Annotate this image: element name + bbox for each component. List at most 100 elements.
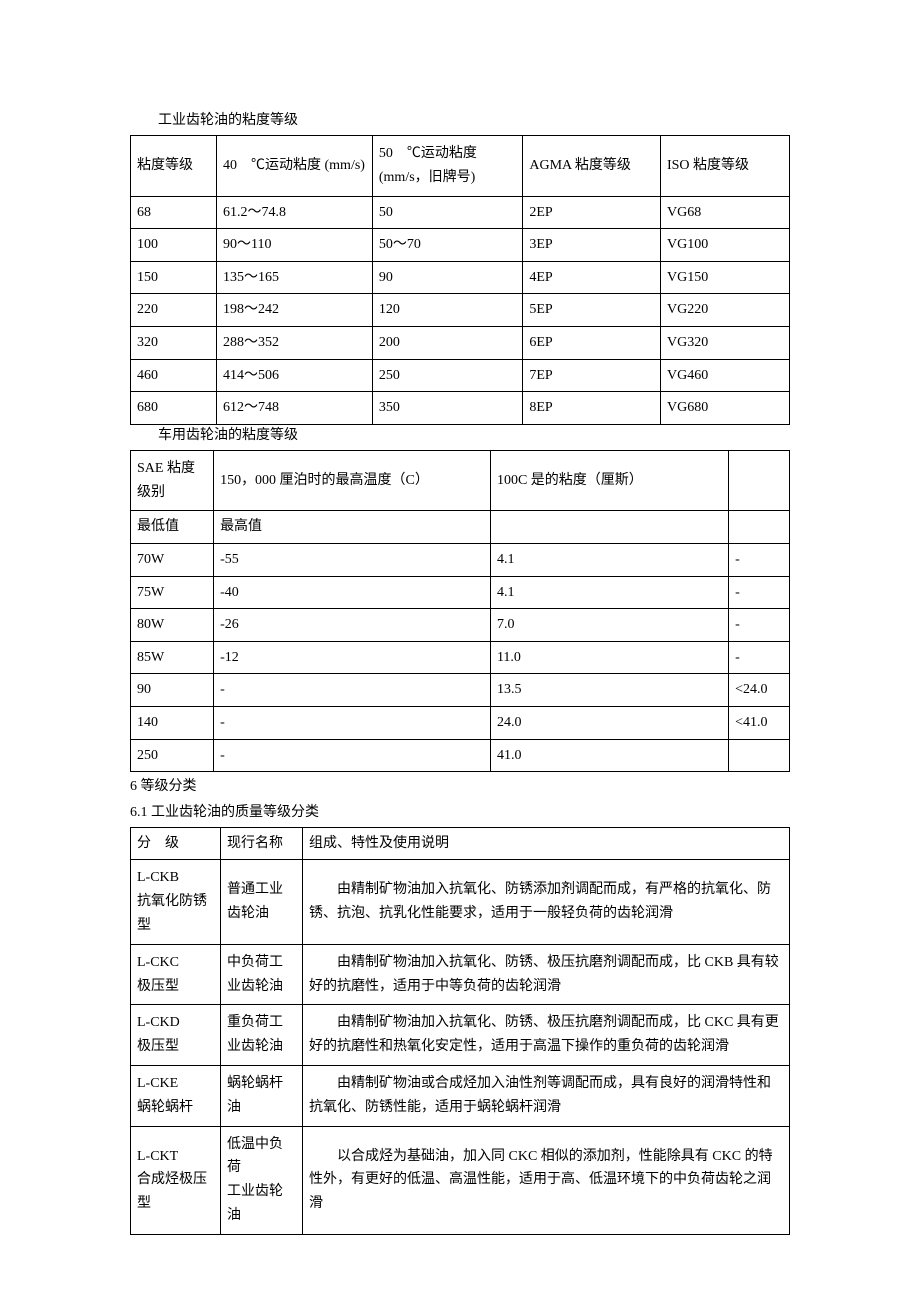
cell: 重负荷工业齿轮油	[221, 1005, 303, 1066]
cell: 140	[131, 706, 214, 739]
table-row: 140 - 24.0 <41.0	[131, 706, 790, 739]
cell: 最低值	[131, 511, 214, 544]
cell: 68	[131, 196, 217, 229]
table2: SAE 粘度级别 150，000 厘泊时的最高温度（C） 100C 是的粘度（厘…	[130, 450, 790, 772]
cell: 普通工业齿轮油	[221, 860, 303, 944]
cell: 414～506	[217, 359, 373, 392]
cell: 135～165	[217, 261, 373, 294]
table-row: 150 135～165 90 4EP VG150	[131, 261, 790, 294]
cell: 75W	[131, 576, 214, 609]
col-header: 50 ℃运动粘度 (mm/s，旧牌号)	[372, 136, 523, 197]
cell-text: 由精制矿物油加入抗氧化、防锈添加剂调配而成，有严格的抗氧化、防锈、抗泡、抗乳化性…	[309, 878, 783, 926]
cell: VG680	[660, 392, 789, 425]
cell: -	[729, 609, 790, 642]
table2-title: 车用齿轮油的粘度等级	[158, 425, 790, 446]
section6-sub-heading: 6.1 工业齿轮油的质量等级分类	[130, 802, 790, 824]
cell: 以合成烃为基础油，加入同 CKC 相似的添加剂，性能除具有 CKC 的特性外，有…	[303, 1126, 790, 1234]
cell-text: 由精制矿物油或合成烃加入油性剂等调配而成，具有良好的润滑特性和抗氧化、防锈性能，…	[309, 1072, 783, 1120]
cell: 由精制矿物油加入抗氧化、防锈、极压抗磨剂调配而成，比 CKC 具有更好的抗磨性和…	[303, 1005, 790, 1066]
cell: -	[729, 543, 790, 576]
cell: 由精制矿物油或合成烃加入油性剂等调配而成，具有良好的润滑特性和抗氧化、防锈性能，…	[303, 1066, 790, 1127]
table-row: L-CKD极压型 重负荷工业齿轮油 由精制矿物油加入抗氧化、防锈、极压抗磨剂调配…	[131, 1005, 790, 1066]
cell: 61.2～74.8	[217, 196, 373, 229]
col-header: AGMA 粘度等级	[523, 136, 661, 197]
cell: 5EP	[523, 294, 661, 327]
table3: 分 级 现行名称 组成、特性及使用说明 L-CKB抗氧化防锈型 普通工业齿轮油 …	[130, 827, 790, 1235]
cell-text: 以合成烃为基础油，加入同 CKC 相似的添加剂，性能除具有 CKC 的特性外，有…	[309, 1145, 783, 1216]
table-row: 68 61.2～74.8 50 2EP VG68	[131, 196, 790, 229]
cell: 最高值	[214, 511, 491, 544]
cell: -55	[214, 543, 491, 576]
cell: 50	[372, 196, 523, 229]
table-row: 85W -12 11.0 -	[131, 641, 790, 674]
table-row: L-CKC极压型 中负荷工业齿轮油 由精制矿物油加入抗氧化、防锈、极压抗磨剂调配…	[131, 944, 790, 1005]
cell: 200	[372, 326, 523, 359]
cell	[729, 511, 790, 544]
cell: -	[214, 739, 491, 772]
cell: 90	[131, 674, 214, 707]
cell	[490, 511, 728, 544]
col-header: 现行名称	[221, 827, 303, 860]
cell: -	[214, 674, 491, 707]
cell: VG68	[660, 196, 789, 229]
document-page: 工业齿轮油的粘度等级 粘度等级 40 ℃运动粘度 (mm/s) 50 ℃运动粘度…	[0, 0, 920, 1275]
cell: 4.1	[490, 543, 728, 576]
cell: 350	[372, 392, 523, 425]
cell: -12	[214, 641, 491, 674]
cell: 250	[131, 739, 214, 772]
table-row: 70W -55 4.1 -	[131, 543, 790, 576]
cell: 2EP	[523, 196, 661, 229]
table-row: 320 288～352 200 6EP VG320	[131, 326, 790, 359]
cell: 24.0	[490, 706, 728, 739]
cell: 蜗轮蜗杆油	[221, 1066, 303, 1127]
table-row: 80W -26 7.0 -	[131, 609, 790, 642]
cell: 460	[131, 359, 217, 392]
col-header: 100C 是的粘度（厘斯）	[490, 450, 728, 511]
table-row: 220 198～242 120 5EP VG220	[131, 294, 790, 327]
cell: 50～70	[372, 229, 523, 262]
cell: L-CKB抗氧化防锈型	[131, 860, 221, 944]
cell-text: 由精制矿物油加入抗氧化、防锈、极压抗磨剂调配而成，比 CKC 具有更好的抗磨性和…	[309, 1011, 783, 1059]
cell: 4.1	[490, 576, 728, 609]
cell: -40	[214, 576, 491, 609]
cell: VG320	[660, 326, 789, 359]
cell: 70W	[131, 543, 214, 576]
cell: 288～352	[217, 326, 373, 359]
cell: 41.0	[490, 739, 728, 772]
cell: 85W	[131, 641, 214, 674]
col-header: 40 ℃运动粘度 (mm/s)	[217, 136, 373, 197]
cell: 220	[131, 294, 217, 327]
cell: 低温中负荷工业齿轮油	[221, 1126, 303, 1234]
col-header: 150，000 厘泊时的最高温度（C）	[214, 450, 491, 511]
cell: 90	[372, 261, 523, 294]
cell: -	[214, 706, 491, 739]
table-row: 75W -40 4.1 -	[131, 576, 790, 609]
table-row: 250 - 41.0	[131, 739, 790, 772]
cell: 由精制矿物油加入抗氧化、防锈、极压抗磨剂调配而成，比 CKB 具有较好的抗磨性，…	[303, 944, 790, 1005]
col-header: 组成、特性及使用说明	[303, 827, 790, 860]
table-row: 分 级 现行名称 组成、特性及使用说明	[131, 827, 790, 860]
cell: 150	[131, 261, 217, 294]
cell	[729, 739, 790, 772]
cell: 13.5	[490, 674, 728, 707]
cell-text: 由精制矿物油加入抗氧化、防锈、极压抗磨剂调配而成，比 CKB 具有较好的抗磨性，…	[309, 951, 783, 999]
cell: VG460	[660, 359, 789, 392]
cell: L-CKD极压型	[131, 1005, 221, 1066]
cell: 由精制矿物油加入抗氧化、防锈添加剂调配而成，有严格的抗氧化、防锈、抗泡、抗乳化性…	[303, 860, 790, 944]
cell: <41.0	[729, 706, 790, 739]
table-row: 680 612～748 350 8EP VG680	[131, 392, 790, 425]
cell: 250	[372, 359, 523, 392]
section6-heading: 6 等级分类	[130, 776, 790, 798]
cell: 8EP	[523, 392, 661, 425]
col-header: 分 级	[131, 827, 221, 860]
cell: 6EP	[523, 326, 661, 359]
cell: L-CKE蜗轮蜗杆	[131, 1066, 221, 1127]
cell: 198～242	[217, 294, 373, 327]
cell: 90～110	[217, 229, 373, 262]
cell: 120	[372, 294, 523, 327]
table1: 粘度等级 40 ℃运动粘度 (mm/s) 50 ℃运动粘度 (mm/s，旧牌号)…	[130, 135, 790, 425]
table-row: L-CKE蜗轮蜗杆 蜗轮蜗杆油 由精制矿物油或合成烃加入油性剂等调配而成，具有良…	[131, 1066, 790, 1127]
col-header: 粘度等级	[131, 136, 217, 197]
table-row: L-CKT合成烃极压型 低温中负荷工业齿轮油 以合成烃为基础油，加入同 CKC …	[131, 1126, 790, 1234]
cell: 7EP	[523, 359, 661, 392]
